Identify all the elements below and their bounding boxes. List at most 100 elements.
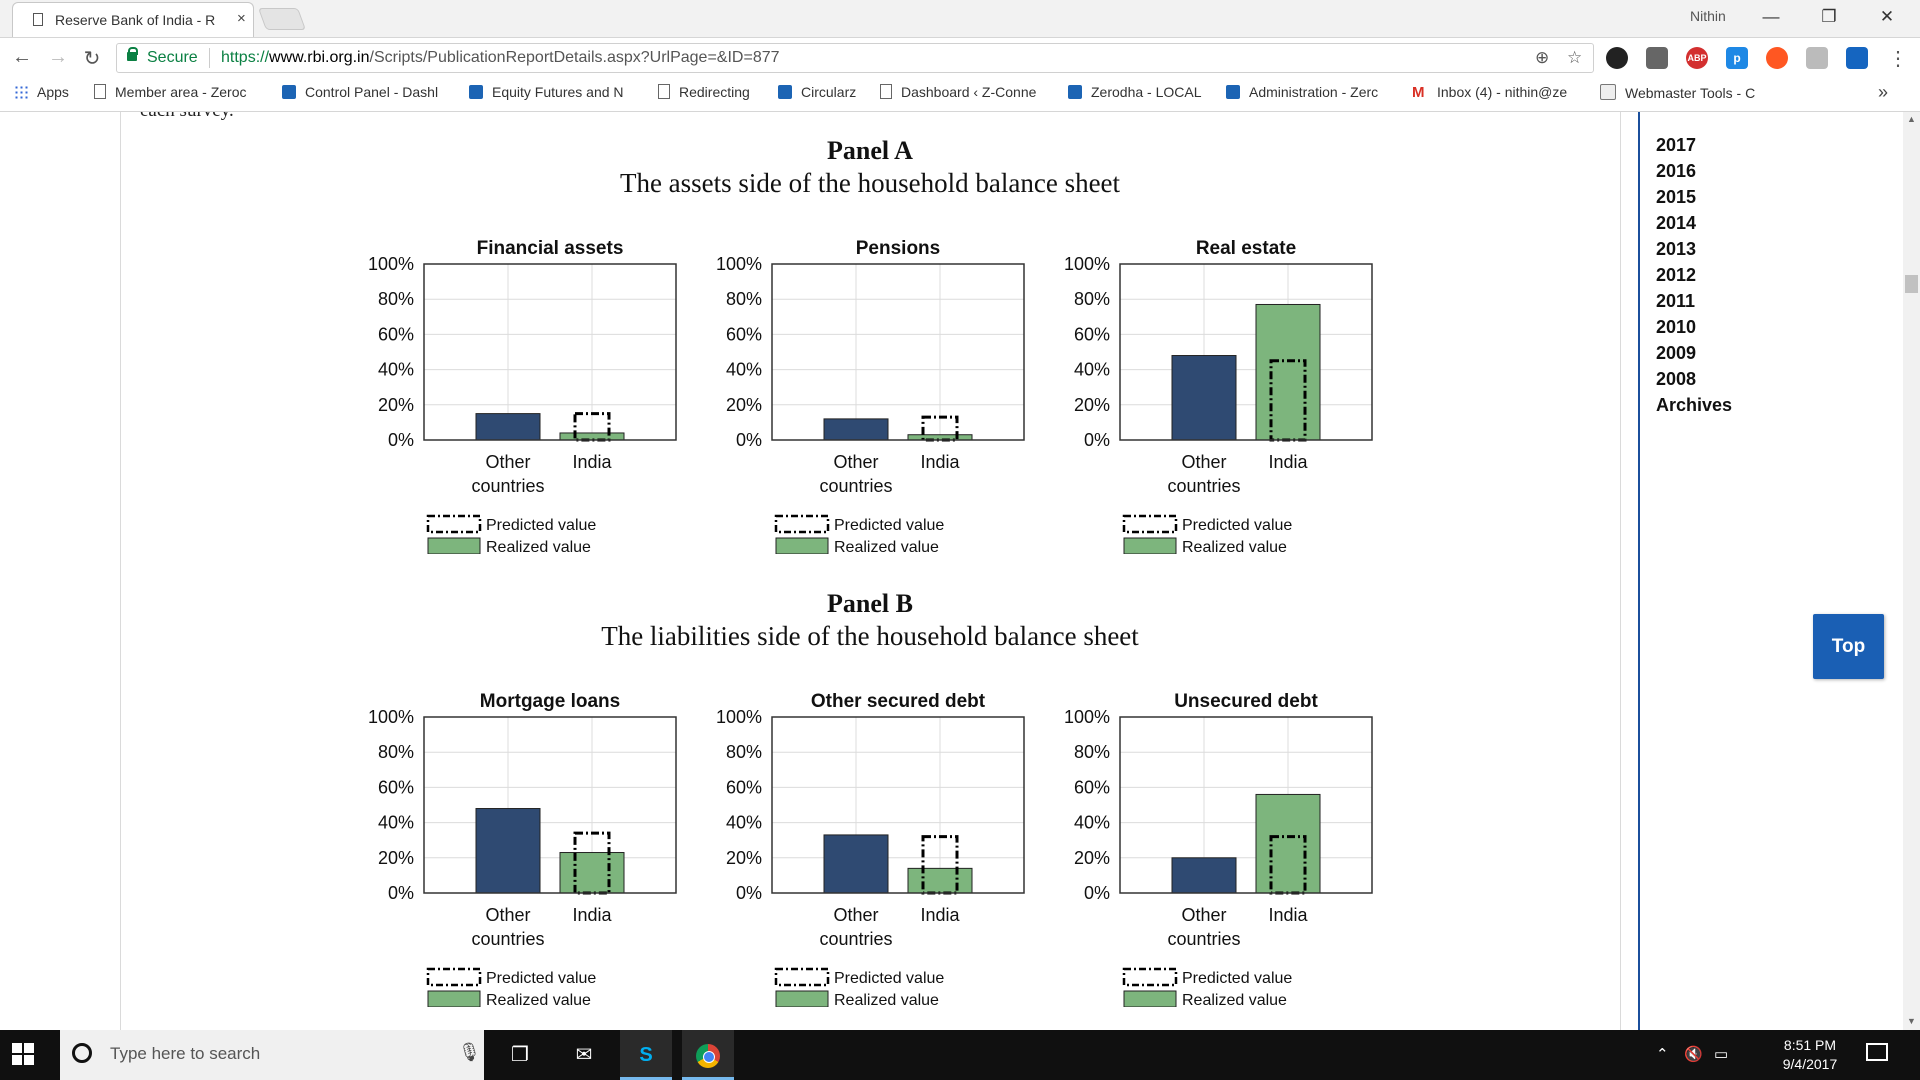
y-tick-label: 40% [726,360,762,380]
system-clock[interactable]: 8:51 PM 9/4/2017 [1760,1036,1860,1074]
bar-india-predicted [573,412,611,442]
x-tick-label: Other countries [1167,905,1240,949]
forward-arrow-icon[interactable]: → [48,46,68,68]
bar-chart: Other secured debt 0% 20% 40% 60% 80% 100% Othe… [716,691,1025,1007]
menu-icon[interactable]: ⋮ [1888,48,1908,70]
chrome-icon[interactable] [682,1030,734,1080]
action-center-icon[interactable] [1866,1043,1888,1061]
bookmark-item[interactable]: Redirecting [658,84,750,100]
minimize-button[interactable]: — [1762,7,1780,26]
y-tick-label: 20% [378,395,414,415]
scroll-thumb[interactable] [1905,275,1918,293]
bookmark-blue-icon [778,85,792,99]
y-tick-label: 0% [1084,430,1110,450]
year-link-2011[interactable]: 2011 [1656,291,1696,311]
microphone-icon[interactable]: 🎙 [458,1042,481,1062]
legend-label: Predicted value [1182,517,1292,534]
profile-name[interactable]: Nithin [1690,8,1726,24]
page-icon [33,13,43,26]
bar-india-predicted [921,415,959,442]
close-window-button[interactable]: ✕ [1879,7,1895,26]
y-tick-label: 60% [378,777,414,797]
extension-blue-icon[interactable] [1846,47,1868,69]
archives-link[interactable]: Archives [1656,395,1733,415]
legend-swatch-predicted [426,967,482,987]
new-tab-button[interactable] [257,8,307,30]
legend-swatch-realized [1123,990,1177,1007]
year-link-2016[interactable]: 2016 [1656,161,1697,181]
address-bar[interactable]: Secure https://www.rbi.org.in/Scripts/Pu… [116,43,1594,73]
legend-swatch-predicted [1122,514,1178,534]
year-link-2013[interactable]: 2013 [1656,239,1697,259]
skype-icon[interactable]: S [620,1030,672,1080]
gmail-icon: M [1412,84,1425,101]
bookmark-item[interactable]: M Inbox (4) - nithin@ze [1412,84,1568,101]
legend-swatch-realized [775,990,829,1007]
url-text[interactable]: https://www.rbi.org.in/Scripts/Publicati… [221,49,780,67]
y-tick-label: 60% [726,777,762,797]
star-icon[interactable]: ☆ [1567,48,1583,67]
y-tick-label: 80% [378,742,414,762]
plot-frame [423,716,677,894]
year-link-2012[interactable]: 2012 [1656,265,1697,285]
bar-other-countries [475,808,541,894]
year-link-2015[interactable]: 2015 [1656,187,1697,207]
close-tab-icon[interactable]: × [237,10,246,27]
extension-dark-icon[interactable] [1606,47,1628,69]
browser-tab[interactable]: Reserve Bank of India - R × [12,2,254,37]
bookmark-item[interactable]: Zerodha - LOCAL [1068,84,1202,100]
year-link-2017[interactable]: 2017 [1656,135,1697,155]
bookmark-item[interactable]: Equity Futures and N [469,84,624,100]
extension-orange-icon[interactable] [1766,47,1788,69]
y-tick-label: 0% [736,883,762,903]
back-arrow-icon[interactable]: ← [12,46,32,68]
content-border [1620,112,1621,1030]
zoom-icon[interactable]: ⊕ [1535,48,1550,67]
url-path: /Scripts/PublicationReportDetails.aspx?U… [369,49,780,66]
chart-title: Other secured debt [811,691,986,712]
legend-swatch-predicted [774,514,830,534]
extension-p-icon[interactable]: p [1726,47,1748,69]
tray-expand-icon[interactable]: ⌃ [1656,1046,1669,1063]
mail-icon[interactable]: ✉ [575,1044,593,1066]
volume-muted-icon[interactable]: 🔇 [1684,1046,1703,1063]
extension-shield-icon[interactable] [1646,47,1668,69]
bookmark-item[interactable]: Dashboard ‹ Z-Conne [880,84,1036,100]
bookmark-item[interactable]: Circularz [778,84,856,100]
taskbar-search-box[interactable]: Type here to search 🎙 [60,1030,484,1080]
scroll-up-icon[interactable]: ▲ [1907,114,1916,124]
browser-titlebar: Reserve Bank of India - R × Nithin — ❐ ✕ [0,0,1920,37]
bar-other-countries [823,418,889,441]
legend-label: Realized value [834,539,939,554]
year-link-2010[interactable]: 2010 [1656,317,1697,337]
page-scrollbar[interactable]: ▲ ▼ [1903,112,1920,1030]
reload-icon[interactable]: ↻ [83,48,101,70]
panel-b-subtitle: The liabilities side of the household ba… [601,621,1139,651]
year-link-2008[interactable]: 2008 [1656,369,1697,389]
extension-grid-icon[interactable] [1806,47,1828,69]
scroll-down-icon[interactable]: ▼ [1907,1016,1916,1026]
year-link-2014[interactable]: 2014 [1656,213,1697,233]
task-view-icon[interactable]: ❐ [511,1044,529,1066]
page-icon [880,84,892,99]
bookmark-item[interactable]: Member area - Zeroc [94,84,246,100]
bar-chart: Pensions 0% 20% 40% 60% 80% 100% Other countries… [716,238,1025,554]
bookmark-item[interactable]: Webmaster Tools - C [1600,84,1755,101]
bookmark-item[interactable]: Control Panel - Dashl [282,84,438,100]
battery-icon[interactable]: ▭ [1714,1046,1729,1063]
url-host: www.rbi.org.in [269,49,370,66]
bar-chart: Real estate 0% 20% 40% 60% 80% 100% Other countr… [1064,238,1373,554]
bookmark-blue-icon [1068,85,1082,99]
bookmark-apps[interactable]: Apps [14,84,69,100]
year-link-2009[interactable]: 2009 [1656,343,1697,363]
back-to-top-button[interactable]: Top [1813,614,1884,679]
legend-swatch-realized [427,990,481,1007]
adblock-icon[interactable]: ABP [1686,47,1708,69]
chart-unsecured-debt: Unsecured debt 0% 20% 40% 60% 80% 100% Other cou… [1026,677,1386,1007]
windows-start-icon[interactable] [12,1043,34,1065]
y-tick-label: 80% [726,742,762,762]
bookmarks-overflow-button[interactable]: » [1878,82,1889,102]
bookmark-item[interactable]: Administration - Zerc [1226,84,1378,100]
plot-frame [423,263,677,441]
restore-button[interactable]: ❐ [1821,7,1837,26]
